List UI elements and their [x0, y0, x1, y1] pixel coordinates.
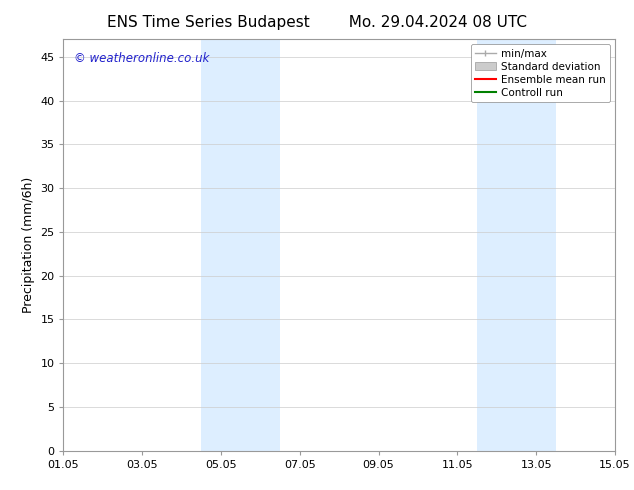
- Y-axis label: Precipitation (mm/6h): Precipitation (mm/6h): [22, 177, 35, 313]
- Bar: [477, 39, 556, 451]
- Bar: [202, 39, 280, 451]
- Legend: min/max, Standard deviation, Ensemble mean run, Controll run: min/max, Standard deviation, Ensemble me…: [470, 45, 610, 102]
- Text: © weatheronline.co.uk: © weatheronline.co.uk: [74, 51, 210, 65]
- Text: ENS Time Series Budapest        Mo. 29.04.2024 08 UTC: ENS Time Series Budapest Mo. 29.04.2024 …: [107, 15, 527, 30]
